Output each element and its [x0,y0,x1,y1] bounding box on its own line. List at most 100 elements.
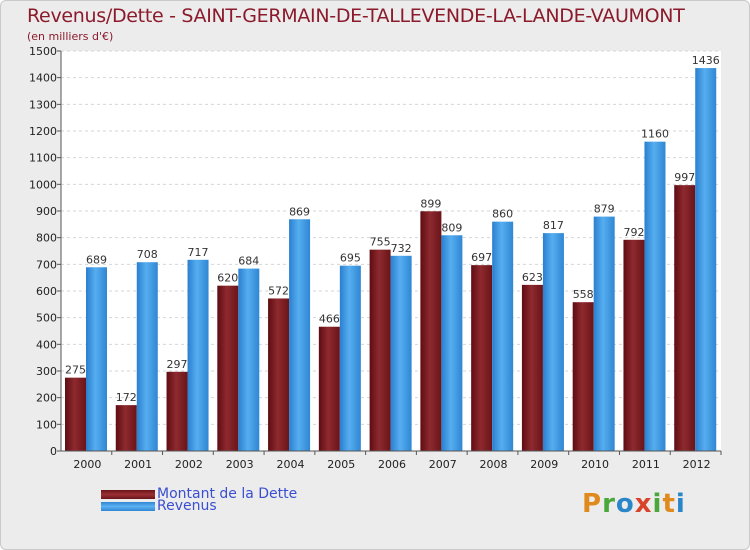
y-tick-label: 300 [36,365,57,378]
data-label-revenus: 689 [86,253,107,266]
x-tick-label: 2001 [124,458,152,471]
data-label-debt: 558 [573,288,594,301]
bar-debt [471,265,493,451]
x-tick-label: 2003 [226,458,254,471]
data-label-debt: 572 [268,284,289,297]
data-label-debt: 466 [319,313,340,326]
y-tick-label: 1300 [29,98,57,111]
y-tick-label: 1500 [29,45,57,58]
x-tick-label: 2004 [276,458,304,471]
bar-revenus [289,219,311,451]
x-tick-label: 2002 [175,458,203,471]
legend-swatch-revenus [101,502,155,511]
data-label-debt: 792 [623,226,644,239]
y-tick-label: 500 [36,312,57,325]
data-label-debt: 620 [217,272,238,285]
bar-debt [572,302,594,451]
bar-debt [217,285,239,451]
y-tick-label: 1000 [29,178,57,191]
bar-revenus [86,267,107,451]
logo-letter: r [602,489,616,519]
data-label-debt: 623 [522,271,543,284]
y-tick-label: 600 [36,285,57,298]
bar-debt [674,185,696,451]
logo-letter: x [634,489,653,519]
data-label-revenus: 879 [594,203,615,216]
y-tick-label: 100 [36,418,57,431]
bar-debt [268,298,290,451]
bar-revenus [390,255,412,451]
y-tick-label: 1100 [29,152,57,165]
data-label-debt: 755 [370,236,391,249]
logo-letter: o [615,489,635,519]
data-label-debt: 297 [167,358,188,371]
y-tick-label: 700 [36,258,57,271]
y-tick-label: 800 [36,232,57,245]
bar-revenus [593,216,615,451]
data-label-revenus: 717 [188,246,209,259]
bar-revenus [695,68,717,452]
x-tick-label: 2010 [581,458,609,471]
x-tick-label: 2009 [530,458,558,471]
bar-revenus [136,262,158,451]
data-label-debt: 899 [420,197,441,210]
data-label-debt: 697 [471,251,492,264]
bar-debt [318,326,340,451]
bar-revenus [238,268,260,451]
y-tick-label: 200 [36,392,57,405]
x-tick-label: 2006 [378,458,406,471]
y-tick-label: 400 [36,338,57,351]
data-label-debt: 997 [674,171,695,184]
bar-revenus [187,259,209,451]
logo-letter: P [582,489,603,519]
x-axis: 2000 2001 2002 2003 2004 2005 2006 2007 2008 2009… [61,450,722,471]
data-label-revenus: 695 [340,252,361,265]
proxiti-logo: Proxiti [582,489,686,519]
data-label-revenus: 809 [441,221,462,234]
x-tick-label: 2000 [73,458,101,471]
chart-title: Revenus/Dette - SAINT-GERMAIN-DE-TALLEVE… [27,5,685,27]
legend-label-debt: Montant de la Dette [157,486,298,502]
x-tick-label: 2011 [632,458,660,471]
data-label-revenus: 860 [492,208,513,221]
y-tick-label: 0 [50,445,57,458]
data-label-debt: 172 [116,391,137,404]
data-label-revenus: 1436 [692,54,720,67]
y-tick-label: 1200 [29,125,57,138]
logo-letter: i [652,489,663,519]
bars [65,68,717,452]
bar-debt [115,405,137,451]
bar-revenus [339,265,361,451]
legend-swatch-debt [101,490,155,499]
bar-debt [521,284,543,451]
x-tick-label: 2005 [327,458,355,471]
x-tick-label: 2012 [683,458,711,471]
y-tick-label: 900 [36,205,57,218]
y-axis: 0 100 200 300 400 500 600 700 800 900 1000 1100 1200… [29,45,62,458]
logo-letter: t [662,489,676,519]
data-label-revenus: 732 [391,242,412,255]
bar-revenus [644,141,666,451]
data-label-debt: 275 [65,364,86,377]
bar-debt [420,211,442,451]
bar-debt [166,371,188,451]
bar-debt [65,377,86,451]
y-tick-label: 1400 [29,72,57,85]
bar-debt [623,239,645,451]
chart-subtitle: (en milliers d'€) [27,30,114,43]
x-tick-label: 2008 [480,458,508,471]
data-label-revenus: 817 [543,219,564,232]
logo-letter: i [675,489,686,519]
data-label-revenus: 1160 [641,128,669,141]
data-label-revenus: 708 [137,248,158,261]
data-label-revenus: 869 [289,205,310,218]
legend-label-revenus: Revenus [157,498,217,514]
bar-revenus [542,233,564,451]
bar-revenus [492,221,514,451]
bar-debt [369,249,391,451]
data-label-revenus: 684 [238,255,259,268]
bar-revenus [441,235,463,451]
